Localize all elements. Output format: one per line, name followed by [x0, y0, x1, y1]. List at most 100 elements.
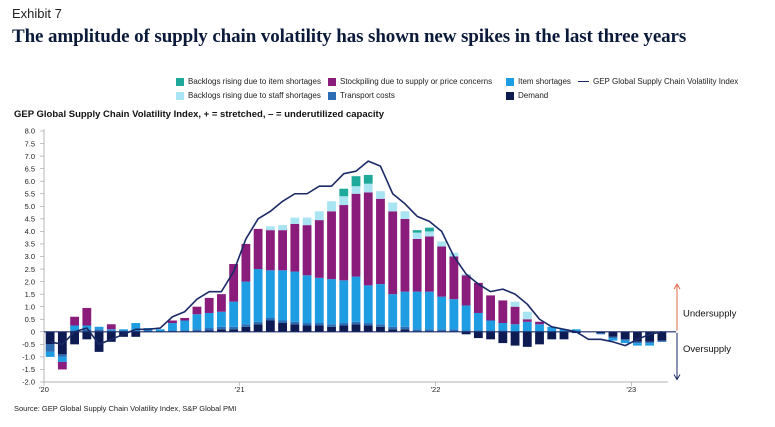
y-tick-label: 7.0 [25, 152, 35, 161]
bar-transport [596, 333, 606, 335]
bar-item [94, 326, 104, 330]
y-tick-label: 7.5 [25, 139, 35, 148]
bar-stockpiling [278, 230, 287, 271]
bar-transport [119, 330, 128, 332]
bar-demand [461, 331, 471, 335]
bar-transport [400, 326, 410, 330]
bar-demand [82, 331, 92, 340]
bar-item [473, 312, 483, 331]
bar-item [498, 323, 508, 331]
bar-demand [290, 324, 300, 332]
bar-demand [486, 331, 495, 340]
bar-transport [82, 329, 92, 332]
bar-stockpiling [70, 316, 79, 326]
bar-item [437, 296, 447, 330]
chart-subtitle: GEP Global Supply Chain Volatility Index… [14, 109, 384, 120]
bar-item [522, 321, 532, 332]
bar-transport [302, 323, 312, 326]
y-tick-label: 3.0 [25, 252, 35, 261]
legend-item-transport: Transport costs [328, 91, 395, 100]
bar-stockpiling [339, 205, 349, 281]
bar-demand [522, 331, 532, 347]
bar-stockpiling [229, 264, 239, 302]
bar-stockpiling [217, 294, 226, 312]
bar-stockpiling [204, 297, 214, 313]
bar-backlogs-staff [278, 225, 287, 231]
source-note: Source: GEP Global Supply Chain Volatili… [14, 404, 237, 413]
legend-item-demand: Demand [506, 91, 548, 100]
bar-transport [180, 330, 190, 332]
bar-transport [425, 329, 434, 332]
bar-demand [217, 329, 226, 332]
bar-demand [106, 331, 116, 342]
bar-stockpiling [449, 256, 459, 300]
undersupply-arrowhead [673, 283, 681, 290]
bar-item [339, 280, 349, 324]
legend-item-gsc-index: GEP Global Supply Chain Volatility Index [578, 77, 738, 86]
bar-backlogs-staff [449, 252, 459, 257]
bar-stockpiling [388, 211, 398, 295]
exhibit-label: Exhibit 7 [12, 6, 62, 21]
x-tick-label: '23 [626, 385, 636, 394]
legend-item-backlogs-staff: Backlogs rising due to staff shortages [176, 91, 321, 100]
bar-demand [204, 330, 214, 332]
oversupply-label: Oversupply [683, 344, 731, 355]
bar-transport [143, 330, 153, 332]
bar-transport [620, 339, 630, 341]
bar-stockpiling [253, 228, 263, 270]
bar-item [449, 299, 459, 330]
bar-transport [449, 329, 459, 332]
bar-transport [241, 324, 251, 327]
bar-demand [473, 331, 483, 339]
bar-stockpiling [425, 236, 434, 292]
y-tick-label: 2.0 [25, 277, 35, 286]
legend-label-stockpiling: Stockpiling due to supply or price conce… [340, 77, 493, 86]
bar-item [559, 329, 569, 332]
bar-transport [278, 320, 287, 324]
bar-transport [217, 326, 226, 330]
bar-item [217, 311, 226, 327]
bar-item [425, 291, 434, 330]
undersupply-label: Undersupply [683, 309, 737, 320]
bar-stockpiling [412, 238, 422, 292]
bar-demand [302, 325, 312, 332]
bar-stockpiling [363, 192, 373, 286]
bar-stockpiling [535, 321, 544, 325]
y-tick-label: 0 [31, 328, 35, 337]
bar-backlogs-item [339, 188, 349, 197]
bar-item [155, 329, 165, 332]
bar-demand [510, 331, 520, 346]
legend-line-gsc-index [578, 81, 589, 82]
bar-backlogs-staff [265, 226, 275, 231]
bar-item [180, 320, 190, 331]
bar-demand [57, 331, 67, 355]
bar-demand [131, 331, 141, 337]
bar-item [131, 323, 141, 331]
bar-demand [94, 331, 104, 352]
bar-transport [363, 323, 373, 326]
y-tick-label: 0.5 [25, 315, 35, 324]
bar-demand [241, 326, 251, 332]
bar-stockpiling [180, 317, 190, 321]
bar-transport [314, 323, 324, 326]
bar-demand [645, 331, 655, 342]
bar-stockpiling [302, 225, 312, 276]
y-tick-label: -1.5 [22, 365, 35, 374]
bar-demand [376, 326, 385, 332]
bar-backlogs-staff [412, 232, 422, 239]
y-tick-label: -1.0 [22, 353, 35, 362]
bar-demand [314, 325, 324, 332]
bar-demand [265, 320, 275, 332]
bar-backlogs-staff [327, 201, 336, 212]
bar-demand [363, 325, 373, 332]
bar-stockpiling [314, 220, 324, 278]
bar-transport [229, 326, 239, 330]
y-tick-label: 1.0 [25, 302, 35, 311]
legend-label-transport: Transport costs [340, 91, 395, 100]
bar-item [253, 269, 263, 322]
bar-demand [559, 331, 569, 340]
bar-item [461, 305, 471, 331]
bar-transport [473, 330, 483, 332]
x-tick-label: '22 [431, 385, 441, 394]
bar-item [363, 285, 373, 324]
